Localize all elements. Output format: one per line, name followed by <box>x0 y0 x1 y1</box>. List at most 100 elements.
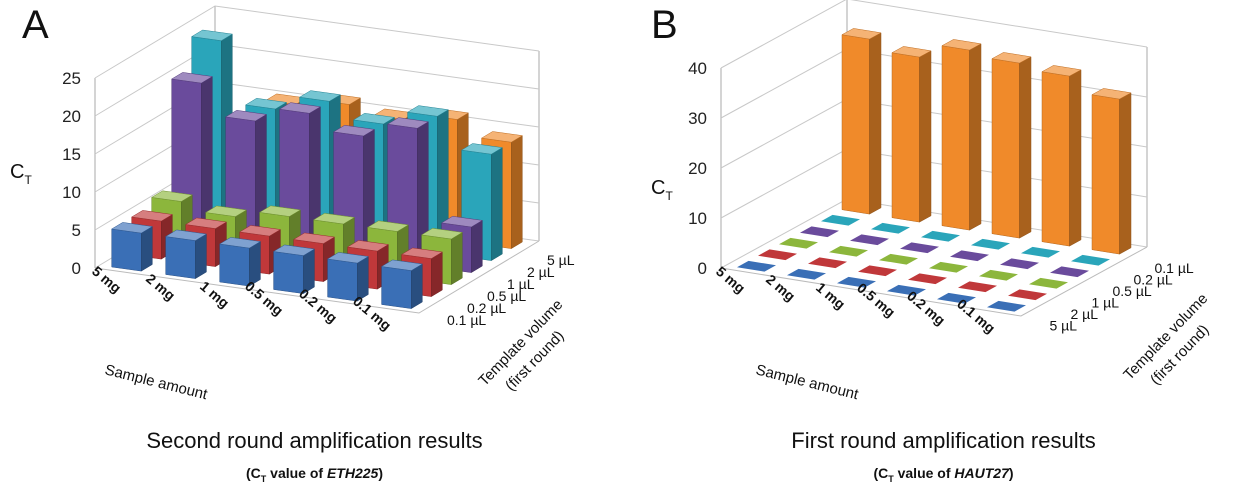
bar-02mg-1L <box>386 117 430 266</box>
bar-05mg-01L <box>272 244 316 295</box>
y-axis-title: CT <box>651 177 673 203</box>
bar-front-face <box>327 258 358 302</box>
bar-flat-tile <box>1050 266 1089 278</box>
bar-front-face <box>381 266 412 309</box>
bar-side-face <box>195 233 207 280</box>
bar-5mg-01L <box>110 222 154 272</box>
bar-top-face <box>941 39 982 51</box>
bar-side-face <box>1019 56 1032 239</box>
bar-top-face <box>1091 88 1132 100</box>
bar-top-face <box>991 52 1032 64</box>
bar-flat-tile <box>858 265 897 277</box>
y-tick-label: 40 <box>688 59 707 78</box>
bars <box>737 28 1132 312</box>
bar-side-face <box>451 231 463 286</box>
bar-front-face <box>165 236 196 279</box>
template-volume-label: 0.1 µL <box>1155 260 1194 276</box>
y-tick-label: 0 <box>72 259 81 278</box>
y-tick-label: 5 <box>72 221 81 240</box>
bar-top-face <box>164 229 208 241</box>
y-axis-title: CT <box>10 161 32 187</box>
bar-top-face <box>258 205 302 217</box>
bar-1mg-01L <box>941 39 982 231</box>
gridline <box>720 48 1148 119</box>
bar-flat-tile <box>971 238 1010 250</box>
bar-top-face <box>312 213 356 225</box>
bar-flat-tile <box>937 292 976 304</box>
bar-top-face <box>184 217 228 229</box>
y-tick-label: 15 <box>62 145 81 164</box>
template-volume-label: 0.2 µL <box>467 300 506 316</box>
panel-letter: B <box>651 3 678 47</box>
bar-top-face <box>841 28 882 40</box>
template-volume-label: 1 µL <box>1092 294 1120 310</box>
bar-top-face <box>386 117 430 129</box>
bar-flat-tile <box>1000 258 1039 270</box>
bar-02mg-01L <box>326 252 370 302</box>
floor-edge <box>94 240 540 314</box>
bar-05mg-01L <box>991 52 1032 239</box>
bar-flat-tile <box>850 234 889 246</box>
bar-front-face <box>1041 71 1070 247</box>
floor-edge <box>720 246 1148 317</box>
bar-5mg-01L <box>841 28 882 215</box>
bar-front-face <box>219 243 250 287</box>
bar-flat-tile <box>808 257 847 269</box>
category-label: 0.1 mg <box>954 296 998 337</box>
bar-2mg-05L <box>850 234 889 246</box>
bar-side-face <box>411 263 423 310</box>
bar-side-face <box>869 32 882 215</box>
bar-01mg-2L <box>1008 289 1047 301</box>
gridline <box>94 5 540 79</box>
bar-flat-tile <box>821 214 860 226</box>
bar-top-face <box>326 252 370 264</box>
bar-top-face <box>278 102 322 114</box>
panel-letter: A <box>22 3 49 47</box>
y-tick-label: 30 <box>688 109 707 128</box>
bar-top-face <box>244 98 288 110</box>
bar-top-face <box>224 110 268 122</box>
bar-01mg-01L <box>1091 88 1132 255</box>
bar-front-face <box>891 52 920 223</box>
category-label: 0.2 mg <box>904 288 948 329</box>
bar-flat-tile <box>1008 289 1047 301</box>
template-volume-label: 2 µL <box>1071 306 1099 322</box>
chart-panel-a: A 0 5 10 15 20 25 5 mg 2 mg 1 mg 0.5 mg 0.2 mg 0.1 m… <box>10 3 575 484</box>
bar-1mg-02L <box>921 230 960 242</box>
bar-flat-tile <box>979 269 1018 281</box>
bar-2mg-01L <box>891 46 932 223</box>
bar-top-face <box>366 220 410 232</box>
y-tick-label: 10 <box>62 183 81 202</box>
bar-flat-tile <box>1071 254 1110 266</box>
template-volume-label: 5 µL <box>547 252 575 268</box>
bar-top-face <box>406 105 450 117</box>
bar-top-face <box>272 244 316 256</box>
bar-side-face <box>969 43 982 231</box>
chart-a-subtitle: (CT value of ETH225) <box>246 465 383 484</box>
bar-flat-tile <box>929 261 968 273</box>
bar-flat-tile <box>908 273 947 285</box>
bar-top-face <box>440 216 484 228</box>
bar-flat-tile <box>921 230 960 242</box>
y-tick-label: 25 <box>62 69 81 88</box>
bar-top-face <box>332 125 376 137</box>
bar-flat-tile <box>737 260 776 272</box>
bar-side-face <box>491 147 503 262</box>
bar-2mg-2L <box>808 257 847 269</box>
bar-flat-tile <box>987 300 1026 312</box>
bar-5mg-5L <box>737 260 776 272</box>
bar-top-face <box>190 29 234 41</box>
bar-flat-tile <box>779 237 818 249</box>
bar-02mg-02L <box>1021 246 1060 258</box>
bar-top-face <box>298 90 342 102</box>
bar-05mg-5L <box>887 284 926 296</box>
bar-01mg-1L <box>1029 277 1068 289</box>
bar-1mg-01L <box>218 237 262 287</box>
bar-flat-tile <box>1021 246 1060 258</box>
bar-flat-tile <box>950 250 989 262</box>
bar-flat-tile <box>879 253 918 265</box>
template-volume-label: 0.5 µL <box>1113 283 1152 299</box>
template-volume-label: 0.5 µL <box>487 288 526 304</box>
bar-5mg-2L <box>758 249 797 261</box>
